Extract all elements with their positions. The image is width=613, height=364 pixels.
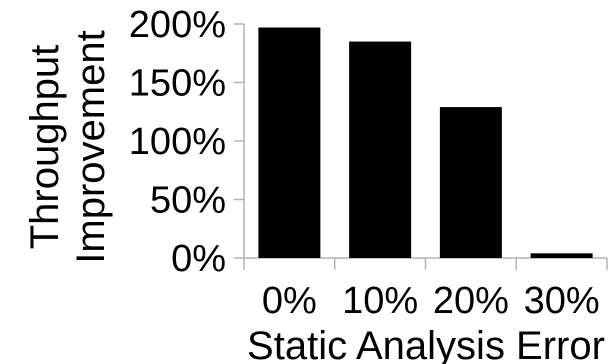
y-tick-label: 100% — [129, 121, 226, 163]
y-tick-label: 0% — [171, 238, 226, 280]
bar — [258, 27, 321, 259]
x-tick-label: 20% — [433, 280, 509, 322]
x-tick-labels: 0% 10% 20% 30% — [262, 280, 600, 322]
y-axis-title: Throughput Improvement — [23, 30, 113, 263]
bar — [349, 41, 412, 258]
bar — [439, 107, 502, 258]
y-tick-label: 50% — [150, 180, 226, 222]
x-tick-label: 10% — [342, 280, 418, 322]
x-axis-title: Static Analysis Error — [247, 324, 605, 364]
y-tick-labels: 0% 50% 100% 150% 200% — [129, 4, 226, 280]
bars — [258, 27, 593, 259]
y-axis-title-line-2: Improvement — [69, 30, 113, 263]
y-axis-title-line-1: Throughput — [23, 45, 67, 250]
x-tick-label: 0% — [262, 280, 317, 322]
y-tick-label: 200% — [129, 4, 226, 46]
y-tick-label: 150% — [129, 63, 226, 105]
x-tick-label: 30% — [524, 280, 600, 322]
bar — [530, 253, 593, 258]
